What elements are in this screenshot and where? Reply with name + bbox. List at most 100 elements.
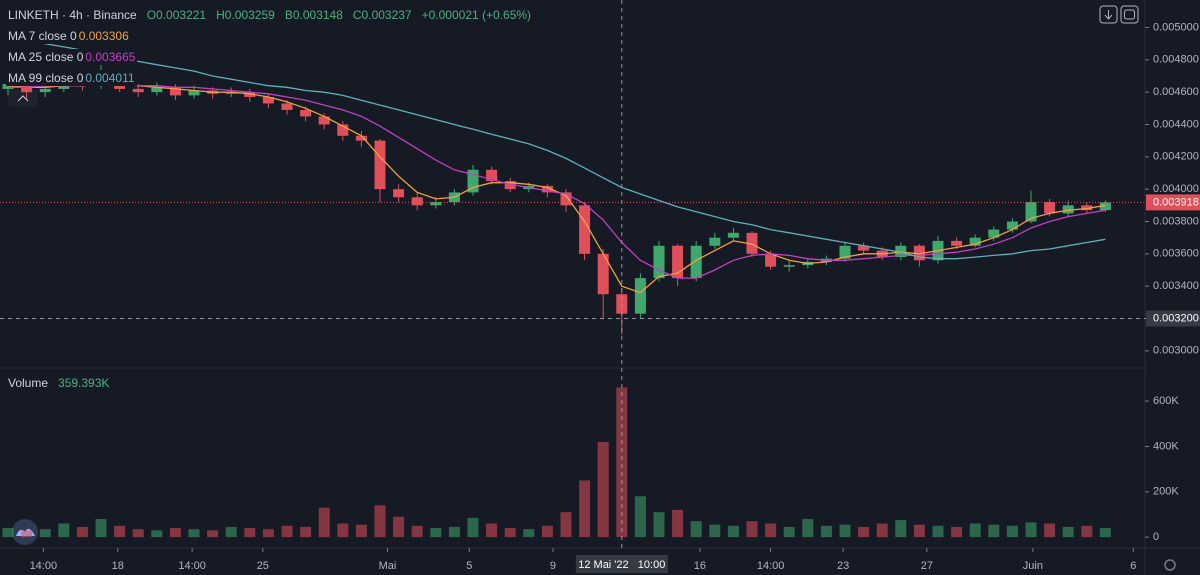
volume-bar [969, 523, 981, 538]
ma-line [8, 83, 1106, 279]
candle-body [430, 202, 442, 206]
candle-body [783, 265, 795, 267]
volume-bar [169, 528, 181, 538]
candle-body [337, 124, 349, 136]
crosshair-price-tag [1146, 310, 1200, 327]
volume-bar [672, 509, 684, 538]
volume-bar [2, 528, 14, 538]
candle-body [318, 116, 330, 125]
legend-value: 0.003306 [76, 28, 131, 44]
candle-body [839, 245, 851, 259]
y-tick-label: 0.004600 [1153, 86, 1199, 98]
volume-bar [988, 524, 1000, 538]
x-tick-label: 5 [466, 560, 472, 572]
volume-bar [76, 526, 88, 538]
y-tick-label: 0.003400 [1153, 280, 1199, 292]
volume-bar [393, 516, 405, 538]
volume-bar [281, 525, 293, 538]
volume-bar [597, 441, 609, 538]
volume-bar [21, 530, 33, 538]
volume-bar [300, 526, 312, 538]
volume-bar [1099, 528, 1111, 538]
fullscreen-button[interactable] [1120, 5, 1139, 24]
legend-name: MA 25 close 0 [6, 49, 86, 65]
ohlc-label: B0.003148 [284, 8, 343, 22]
legend-value: 0.004011 [83, 70, 137, 86]
candle-body [672, 245, 684, 279]
volume-bar [523, 529, 535, 538]
candle-body [132, 88, 144, 93]
volume-bar [634, 496, 646, 538]
candle-body [1081, 205, 1093, 211]
volume-bar [262, 529, 274, 538]
candle-body [1062, 205, 1074, 214]
candle-body [393, 189, 405, 198]
volume-bar [765, 523, 777, 538]
crosshair-price-label: 0.003200 [1153, 312, 1199, 324]
y-tick-label: 0.004400 [1153, 118, 1199, 130]
candle-body [653, 245, 665, 279]
crosshair-time-label: 12 Mai '22 10:00 [578, 559, 665, 571]
volume-bar [802, 518, 814, 538]
candle-body [727, 232, 739, 238]
y-tick-label: 0.005000 [1153, 21, 1199, 33]
y-tick-label: 0.003800 [1153, 215, 1199, 227]
candle-body [188, 90, 200, 96]
volume-bar [114, 525, 126, 538]
candle-body [1025, 202, 1037, 222]
volume-bar [690, 521, 702, 538]
candle-body [560, 192, 572, 206]
x-tick-label: 14:00 [30, 560, 58, 572]
x-tick-label: 16 [694, 560, 706, 572]
candle-body [616, 294, 628, 314]
candle-body [151, 87, 163, 93]
candle-body [634, 278, 646, 314]
volume-bar [653, 512, 665, 538]
volume-bar [151, 530, 163, 538]
x-tick-label: 23 [837, 560, 849, 572]
candle-body [355, 135, 367, 141]
volume-bar [1044, 523, 1056, 538]
candle-body [541, 185, 553, 193]
y-tick-label: 0.003000 [1153, 345, 1199, 357]
volume-bar [244, 528, 256, 538]
volume-bar [39, 529, 51, 538]
candle-body [709, 237, 721, 246]
volume-bar [504, 528, 516, 538]
volume-header: Volume 359.393K [6, 375, 111, 391]
volume-bar [876, 523, 888, 538]
candle-body [690, 245, 702, 279]
volume-bar [1006, 525, 1018, 538]
y-tick-label: 0.004200 [1153, 151, 1199, 163]
volume-bar [58, 523, 70, 538]
volume-bar [448, 526, 460, 538]
candle-body [39, 88, 51, 93]
candle-body [225, 92, 237, 94]
volume-bar [541, 525, 553, 538]
x-tick-label: 18 [112, 560, 124, 572]
collapse-icon [17, 95, 29, 102]
volume-bar [207, 530, 219, 538]
legend-entry[interactable]: MA 99 close 0 0.004011 [6, 70, 137, 86]
x-tick-label: 14:00 [757, 560, 785, 572]
ohlc-label: O0.003221 [146, 8, 207, 22]
volume-bar [746, 521, 758, 538]
legend-entry[interactable]: MA 7 close 0 0.003306 [6, 28, 131, 44]
candle-body [504, 181, 516, 190]
candle-body [1044, 202, 1056, 214]
x-tick-label: 6 [1130, 560, 1136, 572]
candle-body [858, 245, 870, 251]
volume-bar [467, 517, 479, 538]
collapse-button[interactable] [8, 89, 38, 107]
x-tick-label: 25 [257, 560, 269, 572]
settings-icon[interactable] [1164, 559, 1176, 571]
volume-bar [1062, 526, 1074, 538]
legend-entry[interactable]: MA 25 close 0 0.003665 [6, 49, 138, 65]
candle-body [969, 237, 981, 246]
scroll-button[interactable] [1099, 5, 1118, 24]
volume-bar [820, 525, 832, 538]
y-tick-label: 400K [1153, 440, 1179, 452]
volume-bar [411, 525, 423, 538]
volume-bar [430, 528, 442, 538]
